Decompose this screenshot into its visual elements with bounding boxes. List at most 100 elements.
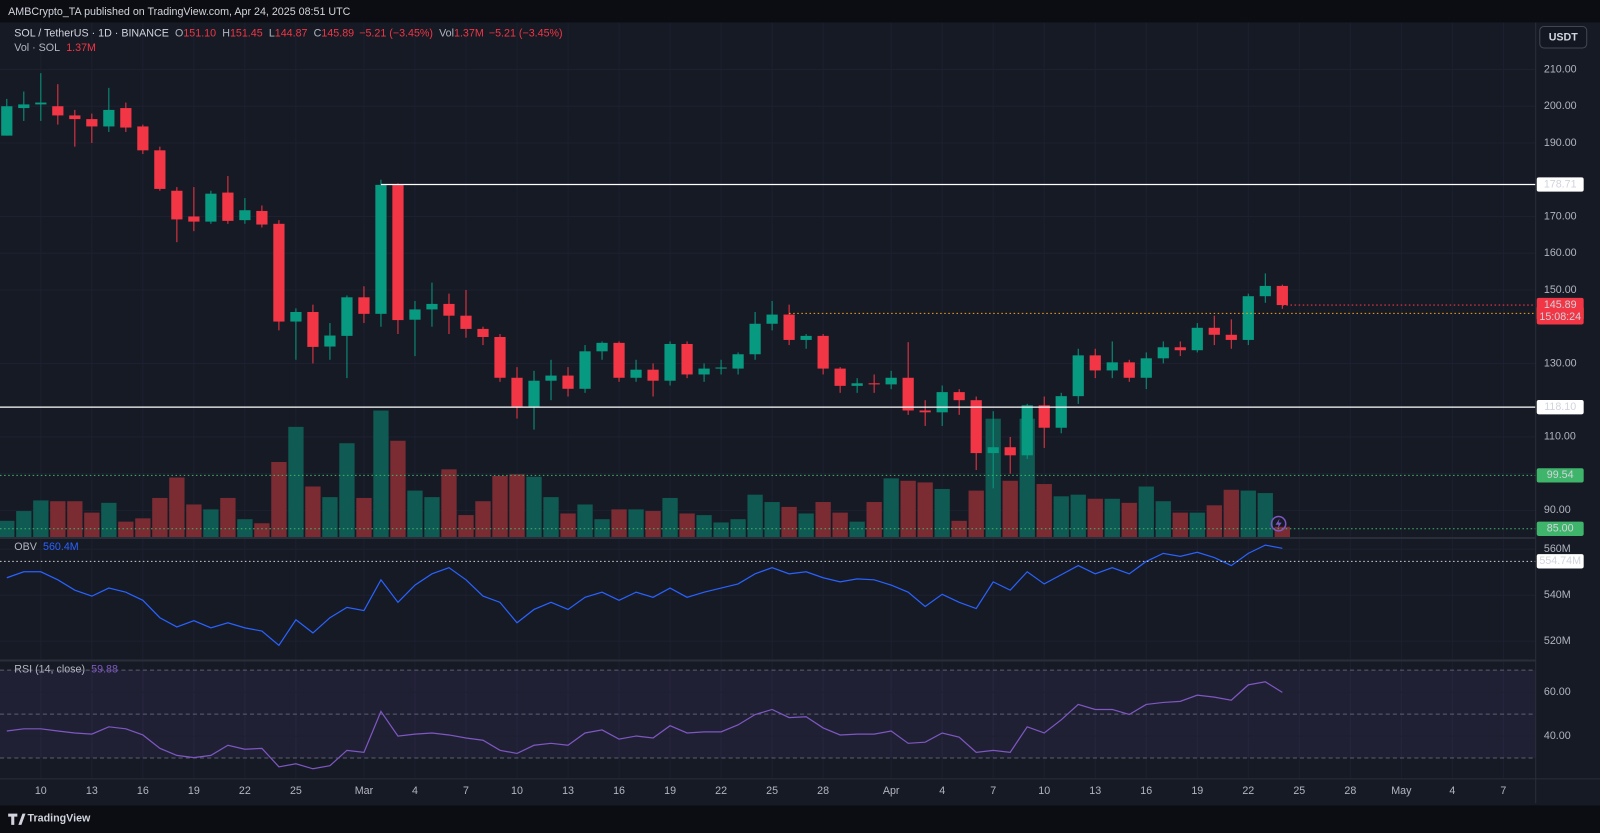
x-tick-label: 25 (766, 785, 778, 797)
candle-body (290, 312, 302, 322)
volume-bar (492, 475, 508, 538)
currency-label[interactable]: USDT (1549, 32, 1579, 44)
volume-bar (747, 494, 763, 538)
x-tick-label: 28 (817, 785, 829, 797)
volume-bar (662, 497, 678, 538)
x-tick-label: 4 (939, 785, 945, 797)
volume-bar (560, 513, 576, 538)
x-tick-label: 25 (1293, 785, 1305, 797)
volume-bar (356, 497, 372, 538)
volume-bar (101, 502, 117, 538)
volume-bar (1189, 512, 1205, 538)
volume-bar (917, 482, 933, 538)
volume-bar (441, 469, 457, 538)
currency-button[interactable] (1539, 26, 1588, 49)
y-tick-label: 520M (1544, 635, 1571, 647)
candle-body (562, 375, 574, 389)
candle-body (86, 119, 98, 127)
top-bar (0, 0, 1600, 23)
volume-bar (169, 477, 185, 538)
candle-body (18, 104, 30, 109)
legend: SOL / TetherUS · 1D · BINANCE O151.10 H151… (14, 28, 562, 40)
volume-bar (883, 478, 899, 538)
volume-bar (339, 443, 355, 538)
volume-bar (1087, 498, 1103, 538)
volume-bar (1274, 526, 1290, 538)
volume-bar (84, 512, 100, 538)
candle-body (800, 335, 812, 340)
volume-bar (866, 502, 882, 538)
volume-bar (67, 501, 83, 538)
volume-bar (934, 488, 950, 538)
footer-logo (8, 813, 26, 825)
candle-body (341, 297, 353, 336)
x-tick-label: Apr (883, 785, 900, 797)
candle-body (681, 343, 693, 375)
candle-body (256, 210, 268, 225)
candle-body (120, 108, 132, 128)
candle-body (1021, 405, 1033, 456)
volume-bar (424, 497, 440, 538)
candle-body (273, 223, 285, 322)
x-tick-label: 16 (137, 785, 149, 797)
volume-bar (220, 497, 236, 538)
candle-body (630, 369, 642, 378)
marks-layer (0, 73, 1536, 770)
legend-value: 151.10 (183, 28, 216, 40)
volume-bar (288, 426, 304, 538)
legend-value: 1.37M (454, 28, 484, 40)
candle-body (358, 297, 370, 314)
volume-bar (203, 509, 219, 538)
level-label-box (1536, 468, 1584, 483)
y-tick-label: 150.00 (1544, 284, 1577, 296)
alert-circle[interactable] (1270, 515, 1287, 532)
alert-icon[interactable] (1270, 515, 1287, 532)
volume-name: Vol · SOL (14, 42, 60, 54)
candle-body (171, 190, 183, 220)
legend: RSI (14, close) 59.88 (14, 663, 118, 675)
volume-bar (543, 497, 559, 538)
labels-layer: 10 13 16 19 22 25 Mar 4 7 10 13 16 19 22 25 28 Apr 4 7 10 13… (14, 28, 1584, 797)
x-tick-label: Mar (355, 785, 374, 797)
volume-bar (390, 440, 406, 538)
candle-body (885, 377, 897, 385)
legend-key: Vol (439, 28, 454, 40)
candle-body (1106, 362, 1118, 371)
volume-bar (951, 520, 967, 538)
volume-bar (764, 502, 780, 538)
candle-body (392, 184, 404, 321)
y-tick-label: 540M (1544, 589, 1571, 601)
legend-change: −5.21 (−3.45%) (359, 28, 433, 40)
candle-body (222, 192, 234, 221)
y-tick-label: 160.00 (1544, 247, 1577, 259)
x-tick-label: 7 (463, 785, 469, 797)
x-tick-label: 4 (1449, 785, 1455, 797)
volume-bar (679, 513, 695, 538)
candle-body (494, 336, 506, 378)
volume-bar (1121, 502, 1137, 538)
volume-bar (815, 502, 831, 538)
candle-body (545, 375, 557, 381)
volume-bar (849, 521, 865, 538)
x-tick-label: 19 (664, 785, 676, 797)
level-label-box (1536, 554, 1584, 569)
alert-bolt[interactable] (1275, 518, 1282, 529)
volume-bar (509, 474, 525, 538)
candle-body (52, 106, 64, 116)
x-tick-label: 7 (990, 785, 996, 797)
legend-value: 145.89 (321, 28, 354, 40)
candle-body (1, 106, 13, 136)
candle-body (1004, 447, 1016, 456)
volume-bar (271, 461, 287, 538)
indicator-line (6, 681, 1283, 770)
candle-body (1055, 396, 1067, 428)
volume-bar (16, 511, 32, 538)
level-label: 99.54 (1547, 469, 1574, 481)
x-tick-label: May (1391, 785, 1412, 797)
volume-bar (186, 504, 202, 538)
y-tick-label: 170.00 (1544, 210, 1577, 222)
x-tick-label: 7 (1500, 785, 1506, 797)
volume-bar (1053, 496, 1069, 538)
y-tick-label: 190.00 (1544, 137, 1577, 149)
